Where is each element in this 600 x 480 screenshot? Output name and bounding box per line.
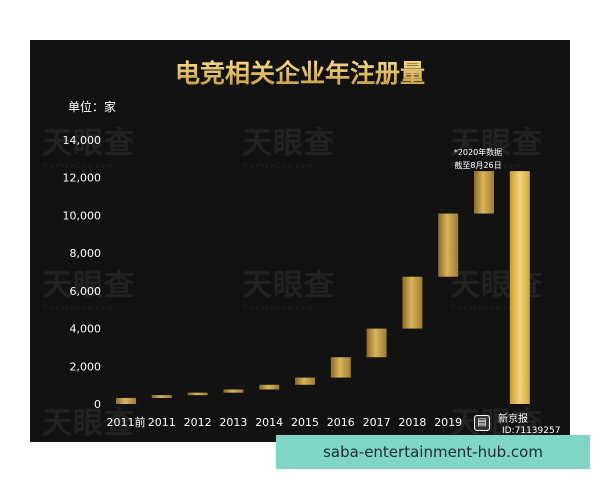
x-tick-label: 2013 — [219, 416, 247, 429]
x-tick-label: 2014 — [255, 416, 283, 429]
total-bar — [509, 171, 530, 404]
bar — [366, 328, 387, 358]
unit-label: 单位：家 — [68, 99, 116, 114]
y-tick-label: 8,000 — [70, 247, 102, 260]
bar — [223, 389, 244, 393]
y-tick-label: 10,000 — [63, 209, 102, 222]
chart-panel: 天眼查 TianYanCha.com 天眼查 TianYanCha.com 天眼查 T… — [30, 40, 570, 442]
x-tick-label: 2015 — [291, 416, 319, 429]
bar — [295, 377, 315, 385]
note-line-1: *2020年数据 — [454, 147, 502, 157]
x-tick-label: 2019 — [434, 416, 462, 429]
bar — [259, 384, 280, 390]
source-name: 新京报 — [498, 414, 528, 425]
x-tick-label: 2016 — [327, 416, 355, 429]
bar — [187, 392, 208, 396]
site-banner[interactable]: saba-entertainment-hub.com — [276, 435, 590, 469]
bar — [116, 397, 136, 404]
y-tick-label: 14,000 — [63, 134, 102, 147]
chart-canvas: 电竞相关企业年注册量 单位：家 *2020年数据 截至8月26日 0 2,000 4… — [63, 59, 530, 429]
bar — [151, 395, 172, 398]
x-tick-label: 2011前 — [107, 415, 146, 429]
source-tag: ▤ 新京报 ID:71139257 — [468, 414, 568, 438]
source-id: ID:71139257 — [502, 426, 561, 436]
y-tick-label: 6,000 — [70, 285, 102, 298]
bar — [402, 276, 423, 329]
newspaper-icon: ▤ — [474, 415, 490, 431]
chart-title: 电竞相关企业年注册量 — [175, 59, 425, 88]
x-tick-label: 2017 — [363, 416, 391, 429]
x-tick-label: 2012 — [184, 416, 212, 429]
x-tick-label: 2011 — [148, 416, 176, 429]
note-line-2: 截至8月26日 — [454, 160, 501, 170]
bar — [330, 357, 351, 378]
bar — [438, 213, 459, 277]
y-tick-label: 4,000 — [70, 323, 102, 336]
y-tick-label: 12,000 — [63, 172, 102, 185]
y-tick-label: 0 — [94, 398, 101, 411]
x-tick-label: 2018 — [398, 416, 426, 429]
y-tick-label: 2,000 — [70, 360, 102, 373]
bar — [474, 171, 494, 214]
